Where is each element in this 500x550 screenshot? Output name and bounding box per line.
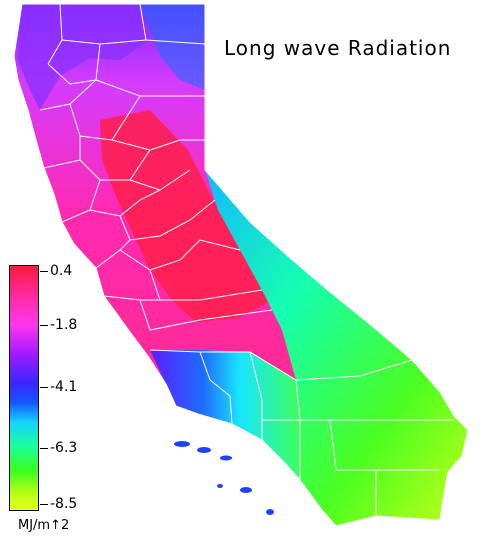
legend-unit: MJ/m↑2 — [18, 518, 70, 533]
legend-tick-mark — [40, 448, 48, 449]
legend-tick-label: 0.4 — [50, 263, 73, 279]
legend-tick-mark — [40, 387, 48, 388]
legend-tick-label: -4.1 — [50, 379, 78, 395]
south-coast — [150, 350, 300, 480]
legend-tick-label: -1.8 — [50, 317, 78, 333]
legend-tick-mark — [40, 504, 48, 505]
channel-islands — [174, 441, 274, 515]
northeast-blue — [140, 4, 205, 90]
legend-tick-mark — [40, 325, 48, 326]
legend-tick-label: -6.3 — [50, 440, 78, 456]
color-scale-bar — [9, 265, 39, 511]
north-mountains — [18, 4, 150, 110]
legend-tick-label: -8.5 — [50, 496, 78, 512]
county-boundaries — [13, 3, 469, 527]
map-title: Long wave Radiation — [224, 36, 452, 60]
eastern-desert — [205, 170, 468, 526]
legend-tick-mark — [40, 271, 48, 272]
central-valley — [100, 110, 272, 322]
